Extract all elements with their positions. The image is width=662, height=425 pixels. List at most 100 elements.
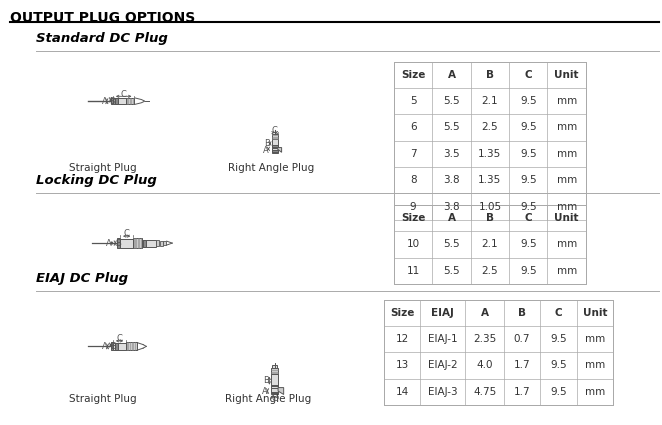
Text: mm: mm [557,266,577,276]
Text: EIAJ: EIAJ [432,308,454,318]
Text: 3.8: 3.8 [443,201,460,212]
Text: 4.75: 4.75 [473,387,496,397]
Text: C: C [124,229,130,238]
Text: 5.5: 5.5 [443,122,460,133]
Text: 12: 12 [395,334,409,344]
Bar [117,238,120,248]
Text: 9.5: 9.5 [520,239,537,249]
Text: B: B [109,96,115,106]
Text: 2.5: 2.5 [481,266,498,276]
Text: A: A [262,387,268,396]
Text: EIAJ-2: EIAJ-2 [428,360,457,371]
Text: 9.5: 9.5 [550,387,567,397]
Text: B: B [264,139,270,148]
Text: 5.5: 5.5 [443,239,460,249]
Text: 1.35: 1.35 [478,175,502,185]
Text: A: A [448,213,455,223]
Text: mm: mm [557,239,577,249]
Text: Unit: Unit [583,308,607,318]
Bar [163,241,166,245]
Text: B: B [486,213,494,223]
Bar [142,240,156,246]
Bar [394,205,586,284]
Text: Straight Plug: Straight Plug [69,163,136,173]
Bar [271,385,278,386]
Text: 2.1: 2.1 [481,239,498,249]
Bar [271,388,278,394]
Bar [126,343,137,350]
Text: mm: mm [557,149,577,159]
Bar [111,98,113,105]
Polygon shape [278,388,283,394]
Text: 9.5: 9.5 [550,360,567,371]
Text: mm: mm [557,122,577,133]
Bar [384,300,613,405]
Text: 0.7: 0.7 [514,334,530,344]
Text: 3.8: 3.8 [443,175,460,185]
Text: B: B [110,342,116,351]
Text: mm: mm [585,334,605,344]
Text: 1.7: 1.7 [514,360,530,371]
Text: 5: 5 [410,96,416,106]
Text: Right Angle Plug: Right Angle Plug [228,163,314,173]
Bar [111,343,113,350]
Text: mm: mm [557,96,577,106]
Text: 4.0: 4.0 [477,360,493,371]
Text: B: B [115,238,120,248]
Text: 1.35: 1.35 [478,149,502,159]
Text: mm: mm [585,360,605,371]
Bar [156,241,160,246]
Text: B: B [263,376,269,385]
Text: 13: 13 [395,360,409,371]
Bar [271,374,278,388]
Bar [272,134,277,139]
Bar [272,139,277,147]
Text: EIAJ-3: EIAJ-3 [428,387,457,397]
Text: Size: Size [401,213,425,223]
Bar [271,368,278,374]
Bar [113,98,126,104]
Text: Unit: Unit [554,70,579,80]
Bar [272,145,277,147]
Text: 14: 14 [395,387,409,397]
Text: C: C [524,70,532,80]
Text: 9: 9 [410,201,416,212]
Text: 9.5: 9.5 [520,122,537,133]
Text: 3.5: 3.5 [443,149,460,159]
Text: EIAJ DC Plug: EIAJ DC Plug [36,272,128,285]
Text: Locking DC Plug: Locking DC Plug [36,174,158,187]
Text: C: C [117,334,122,343]
Bar [120,239,133,247]
Text: A: A [102,96,107,106]
Text: C: C [524,213,532,223]
Text: 9.5: 9.5 [520,149,537,159]
Bar [272,366,277,368]
Text: A: A [448,70,455,80]
Text: OUTPUT PLUG OPTIONS: OUTPUT PLUG OPTIONS [10,11,195,25]
Text: 8: 8 [410,175,416,185]
Text: mm: mm [557,201,577,212]
Text: mm: mm [585,387,605,397]
Bar [133,238,142,248]
Text: 1.05: 1.05 [479,201,501,212]
Text: Standard DC Plug: Standard DC Plug [36,31,168,45]
Text: C: C [272,126,277,136]
Text: C: C [120,90,126,99]
Bar [115,343,118,350]
Bar [272,150,277,152]
Text: Right Angle Plug: Right Angle Plug [225,394,311,404]
Text: C: C [272,394,277,403]
Bar [271,392,278,394]
Text: A: A [263,146,269,155]
Bar [115,98,118,104]
Text: Size: Size [390,308,414,318]
Text: 9.5: 9.5 [520,96,537,106]
Text: 10: 10 [406,239,420,249]
Text: A: A [102,342,108,351]
Bar [143,240,146,246]
Text: A: A [481,308,489,318]
Text: 9.5: 9.5 [520,175,537,185]
Text: B: B [486,70,494,80]
Text: C: C [555,308,562,318]
Text: 9.5: 9.5 [550,334,567,344]
